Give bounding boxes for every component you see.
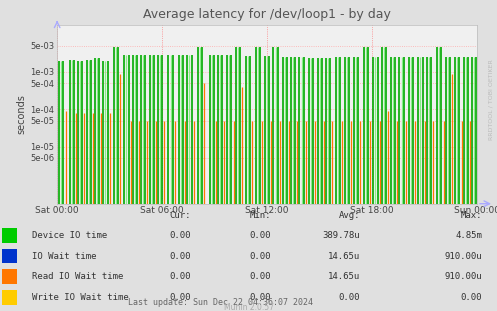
Title: Average latency for /dev/loop1 - by day: Average latency for /dev/loop1 - by day (143, 8, 391, 21)
Text: Cur:: Cur: (170, 211, 191, 220)
Text: Write IO Wait time: Write IO Wait time (32, 293, 129, 302)
Text: 0.00: 0.00 (249, 252, 271, 261)
FancyBboxPatch shape (2, 228, 17, 243)
Text: Device IO time: Device IO time (32, 231, 107, 240)
Text: 0.00: 0.00 (461, 293, 482, 302)
Y-axis label: seconds: seconds (16, 94, 26, 134)
Text: 0.00: 0.00 (170, 231, 191, 240)
Text: RRDTOOL / TOBI OETIKER: RRDTOOL / TOBI OETIKER (489, 59, 494, 140)
Text: 0.00: 0.00 (249, 231, 271, 240)
Text: 0.00: 0.00 (249, 272, 271, 281)
Text: 0.00: 0.00 (249, 293, 271, 302)
Text: Read IO Wait time: Read IO Wait time (32, 272, 124, 281)
Text: Min:: Min: (249, 211, 271, 220)
Text: 4.85m: 4.85m (455, 231, 482, 240)
Text: Max:: Max: (461, 211, 482, 220)
Text: 0.00: 0.00 (170, 252, 191, 261)
Text: 0.00: 0.00 (170, 272, 191, 281)
Text: Munin 2.0.57: Munin 2.0.57 (224, 303, 273, 311)
Text: 910.00u: 910.00u (444, 252, 482, 261)
Text: IO Wait time: IO Wait time (32, 252, 97, 261)
Text: 389.78u: 389.78u (323, 231, 360, 240)
Text: 0.00: 0.00 (170, 293, 191, 302)
FancyBboxPatch shape (2, 269, 17, 284)
Text: 0.00: 0.00 (339, 293, 360, 302)
Text: Avg:: Avg: (339, 211, 360, 220)
Text: 14.65u: 14.65u (328, 272, 360, 281)
Text: 14.65u: 14.65u (328, 252, 360, 261)
FancyBboxPatch shape (2, 290, 17, 305)
FancyBboxPatch shape (2, 248, 17, 263)
Text: 910.00u: 910.00u (444, 272, 482, 281)
Text: Last update: Sun Dec 22 04:36:07 2024: Last update: Sun Dec 22 04:36:07 2024 (128, 298, 313, 307)
